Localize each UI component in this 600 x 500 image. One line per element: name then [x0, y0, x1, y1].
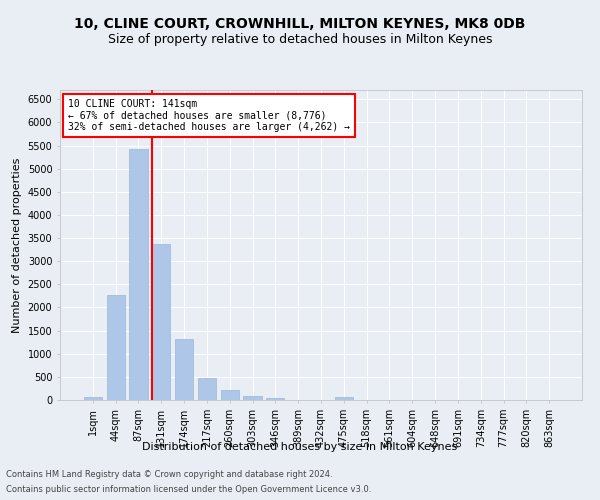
- Bar: [221, 390, 239, 400]
- Text: Size of property relative to detached houses in Milton Keynes: Size of property relative to detached ho…: [108, 32, 492, 46]
- Text: 10, CLINE COURT, CROWNHILL, MILTON KEYNES, MK8 0DB: 10, CLINE COURT, CROWNHILL, MILTON KEYNE…: [74, 18, 526, 32]
- Text: 10 CLINE COURT: 141sqm
← 67% of detached houses are smaller (8,776)
32% of semi-: 10 CLINE COURT: 141sqm ← 67% of detached…: [68, 100, 350, 132]
- Bar: [130, 149, 148, 400]
- Text: Contains HM Land Registry data © Crown copyright and database right 2024.: Contains HM Land Registry data © Crown c…: [6, 470, 332, 479]
- Bar: [335, 397, 353, 400]
- Bar: [107, 294, 125, 400]
- Y-axis label: Number of detached properties: Number of detached properties: [12, 158, 22, 332]
- Text: Distribution of detached houses by size in Milton Keynes: Distribution of detached houses by size …: [142, 442, 458, 452]
- Bar: [266, 398, 284, 400]
- Bar: [198, 378, 216, 400]
- Text: Contains public sector information licensed under the Open Government Licence v3: Contains public sector information licen…: [6, 485, 371, 494]
- Bar: [175, 340, 193, 400]
- Bar: [244, 396, 262, 400]
- Bar: [84, 397, 102, 400]
- Bar: [152, 244, 170, 400]
